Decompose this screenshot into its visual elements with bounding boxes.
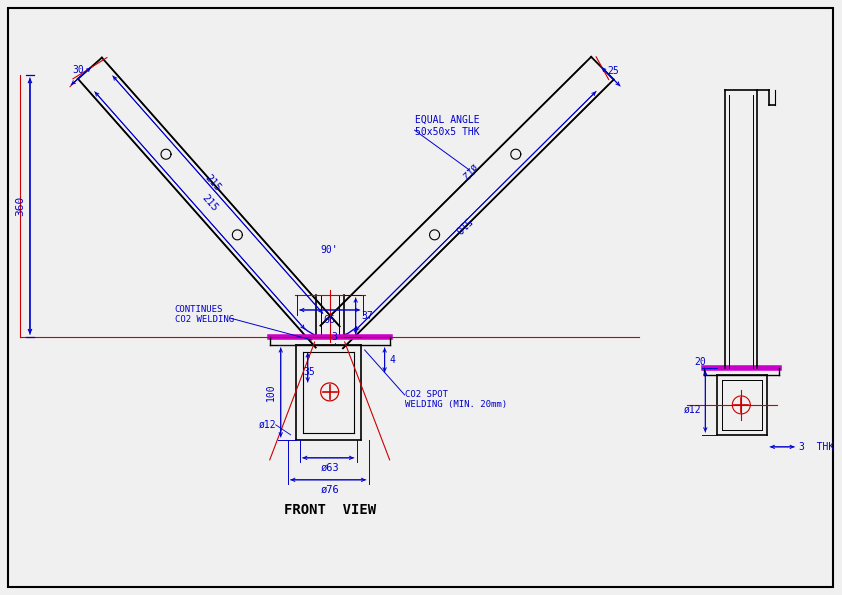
Text: 215: 215 — [200, 192, 220, 213]
Text: 3  THK: 3 THK — [799, 442, 834, 452]
Text: 25: 25 — [607, 66, 619, 76]
Text: EQUAL ANGLE
50x50x5 THK: EQUAL ANGLE 50x50x5 THK — [414, 115, 479, 137]
Text: 510: 510 — [452, 214, 472, 234]
Text: 215: 215 — [202, 173, 222, 193]
Text: ø76: ø76 — [320, 485, 339, 495]
Text: 90': 90' — [321, 245, 338, 255]
Text: FRONT  VIEW: FRONT VIEW — [284, 503, 376, 517]
Text: ø12: ø12 — [684, 405, 701, 415]
Text: 100: 100 — [266, 384, 275, 401]
Text: 30: 30 — [72, 65, 84, 75]
Text: ø12: ø12 — [460, 161, 479, 180]
Text: 66: 66 — [324, 315, 336, 325]
Text: ø63: ø63 — [320, 463, 339, 473]
Text: ø12: ø12 — [259, 420, 276, 430]
Text: 37: 37 — [362, 311, 374, 321]
Text: 3: 3 — [332, 332, 338, 342]
Text: CONTINUES
CO2 WELDING: CONTINUES CO2 WELDING — [175, 305, 234, 324]
Text: 4: 4 — [390, 355, 396, 365]
Text: 360: 360 — [15, 196, 25, 216]
Text: 35: 35 — [304, 368, 316, 377]
Text: CO2 SPOT
WELDING (MIN. 20mm): CO2 SPOT WELDING (MIN. 20mm) — [405, 390, 507, 409]
Text: 20: 20 — [695, 357, 706, 367]
